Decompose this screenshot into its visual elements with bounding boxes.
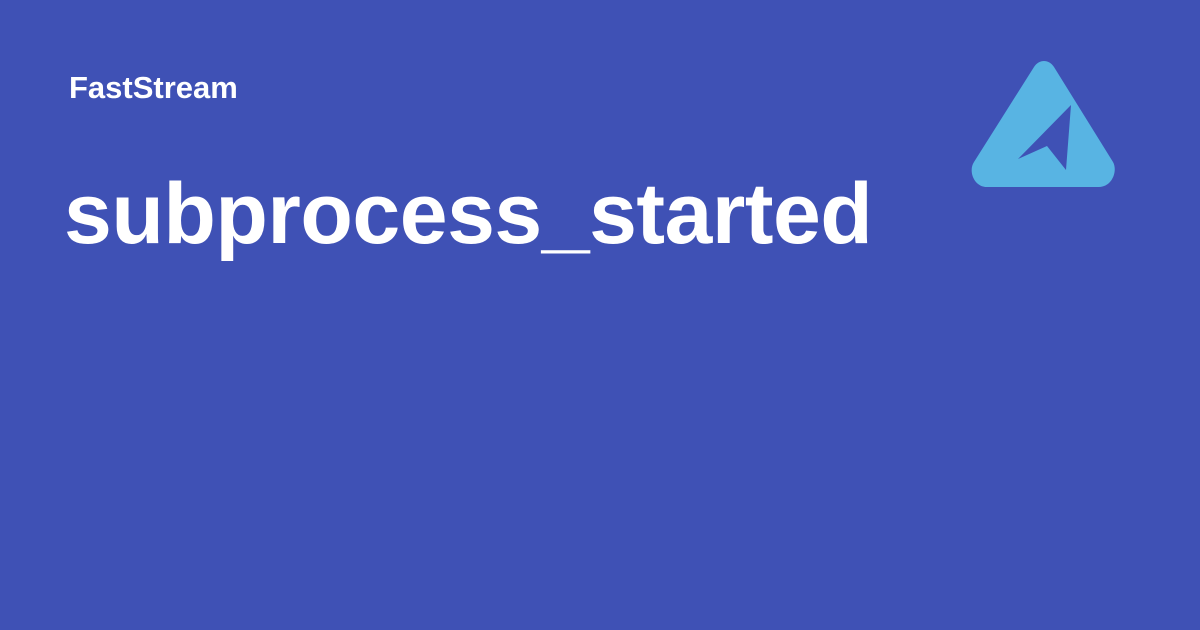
faststream-logo-icon [970, 58, 1118, 192]
page-title: subprocess_started [64, 166, 873, 262]
site-name: FastStream [69, 70, 238, 105]
